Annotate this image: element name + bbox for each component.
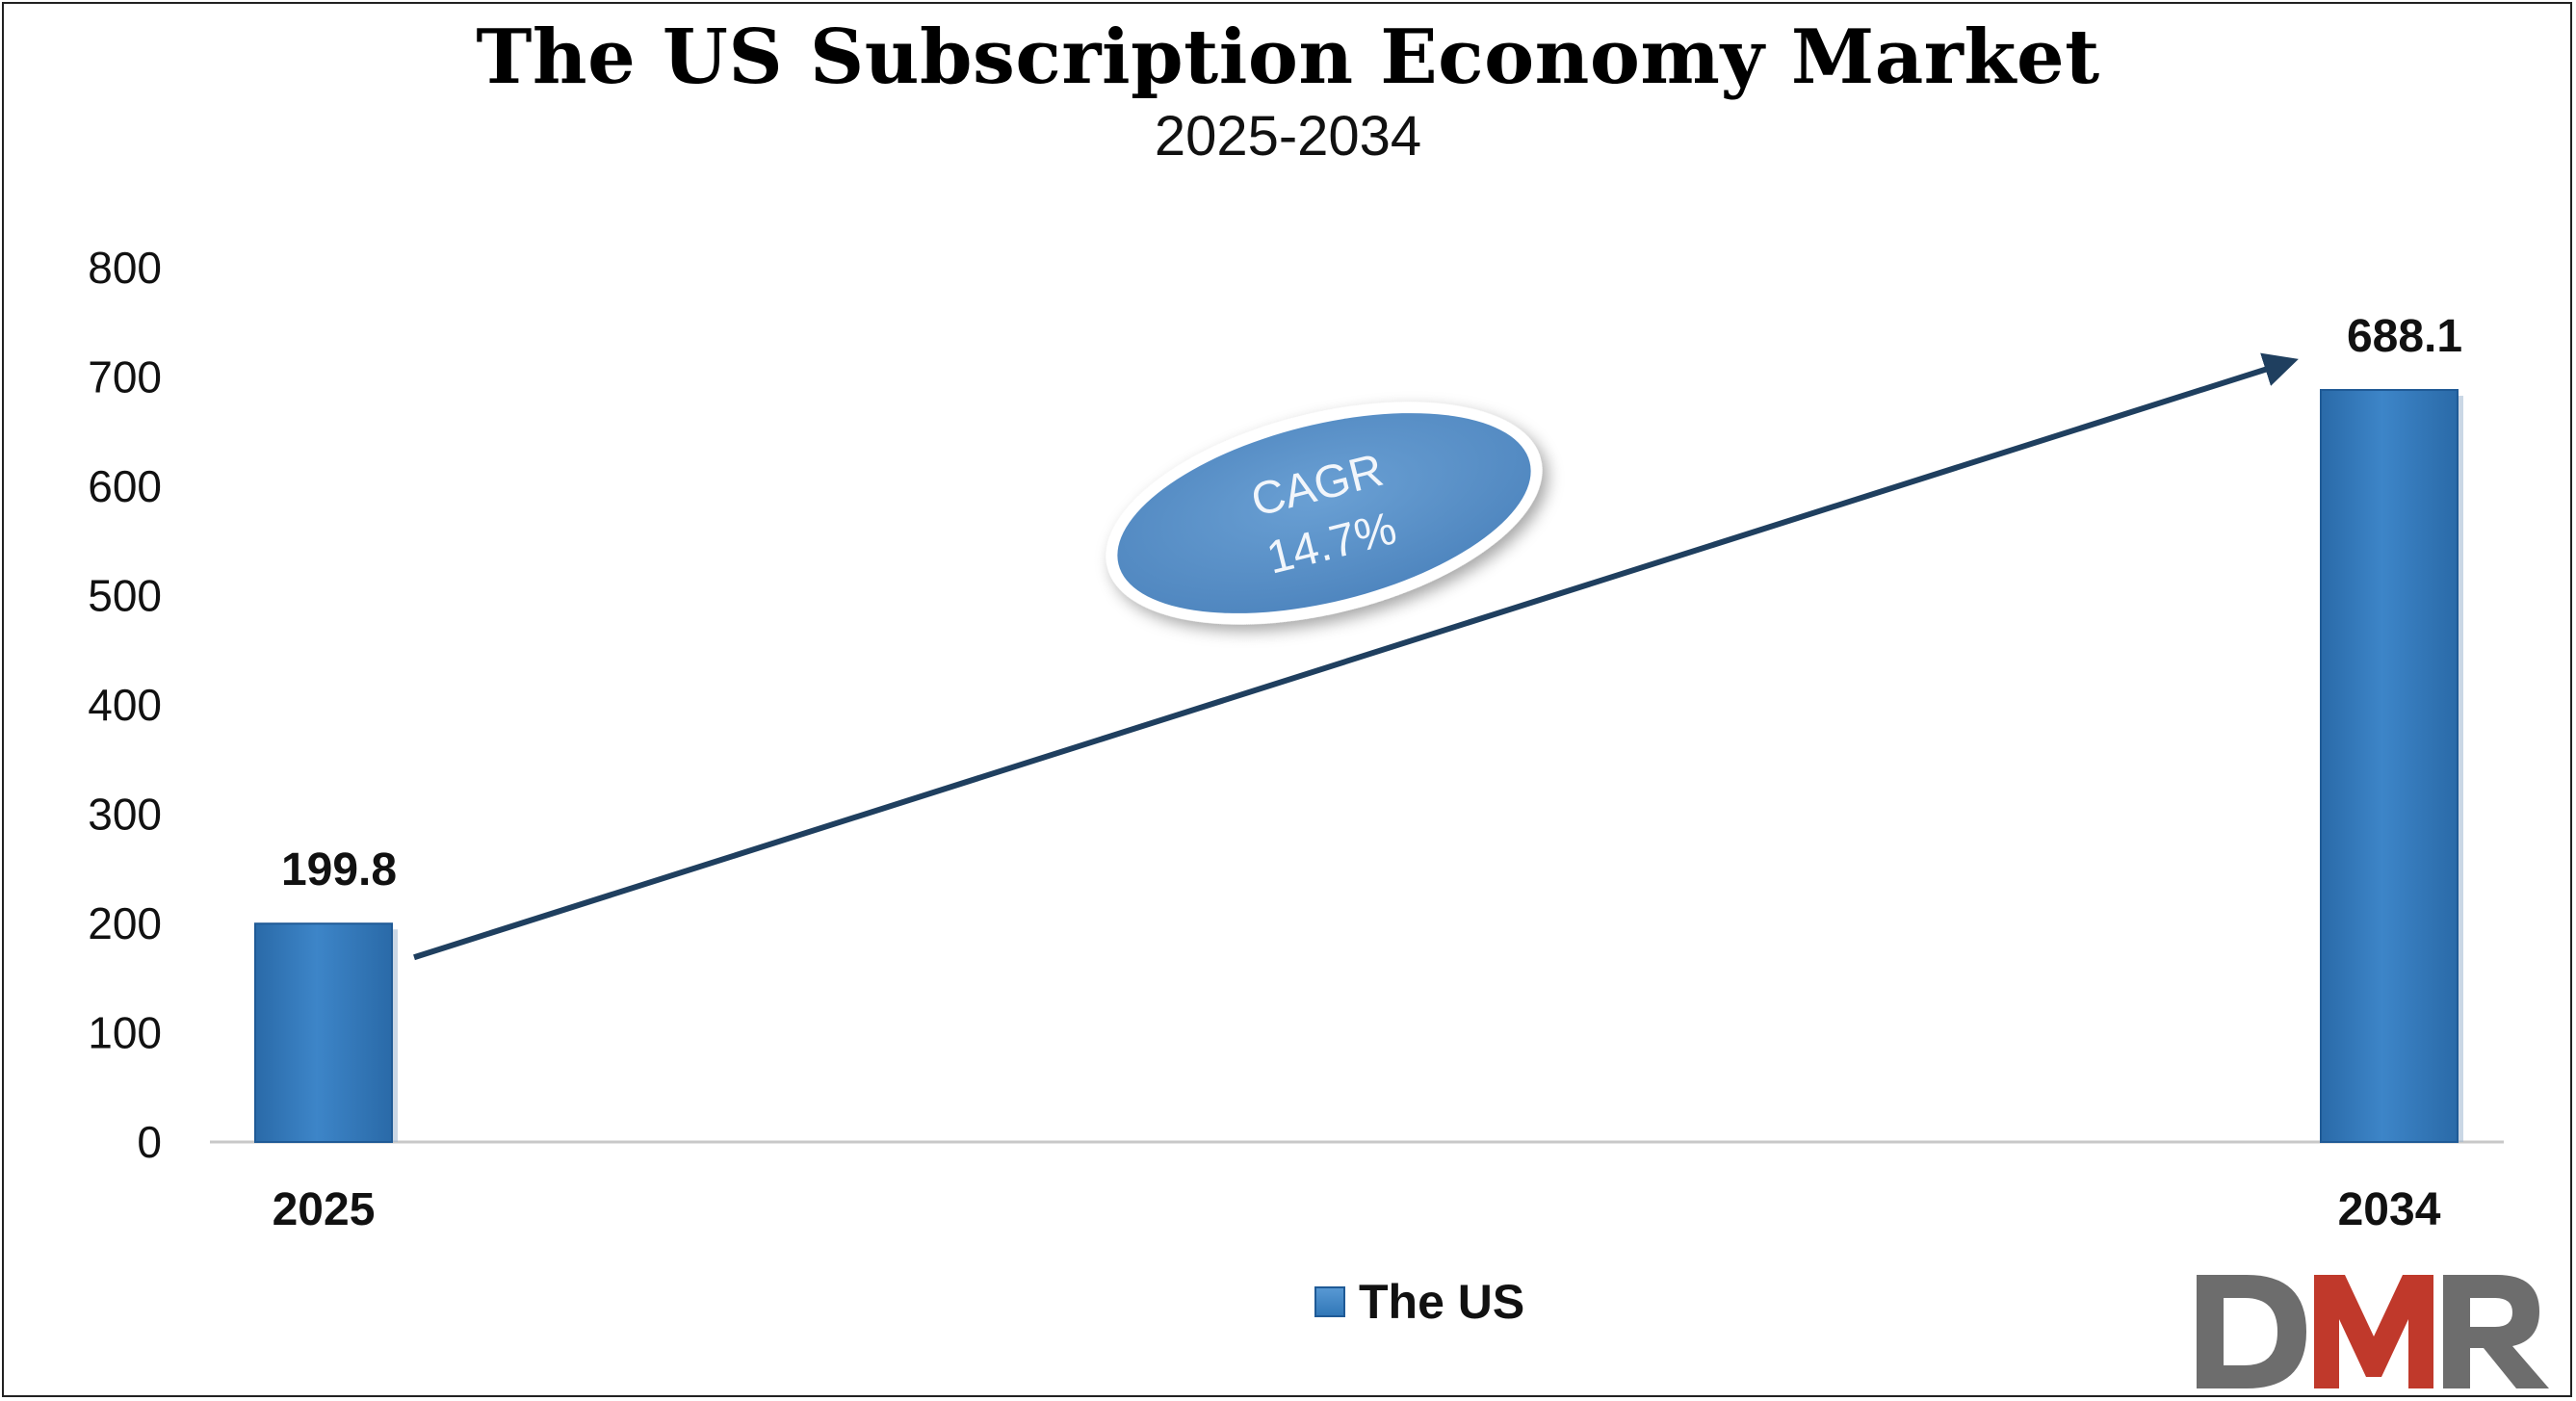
y-tick-label: 500	[88, 571, 162, 621]
y-tick-label: 700	[88, 352, 162, 402]
legend-swatch	[1314, 1286, 1345, 1317]
dmr-logo	[2197, 1275, 2549, 1388]
y-tick-label: 200	[88, 898, 162, 948]
y-tick-label: 100	[88, 1008, 162, 1058]
bar-2025	[254, 922, 393, 1143]
y-tick-label: 400	[88, 680, 162, 730]
logo-letter-d	[2197, 1275, 2306, 1388]
legend: The US	[1314, 1273, 1524, 1331]
chart-subtitle: 2025-2034	[1154, 105, 1422, 168]
chart-title: The US Subscription Economy Market	[476, 13, 2100, 101]
data-label-2034: 688.1	[2347, 311, 2462, 362]
x-tick-label-2034: 2034	[2338, 1184, 2441, 1235]
cagr-oval-fill	[1117, 413, 1531, 613]
bar-2034	[2320, 389, 2459, 1144]
data-label-2025: 199.8	[281, 844, 397, 895]
y-tick-label: 300	[88, 790, 162, 840]
logo-letter-r	[2443, 1275, 2549, 1388]
logo-letter-m	[2314, 1275, 2433, 1388]
y-tick-label: 0	[137, 1117, 162, 1167]
trend-arrow	[413, 352, 2299, 961]
y-tick-label: 800	[88, 243, 162, 293]
y-tick-label: 600	[88, 461, 162, 511]
legend-label: The US	[1359, 1275, 1525, 1329]
x-tick-label-2025: 2025	[273, 1184, 376, 1235]
